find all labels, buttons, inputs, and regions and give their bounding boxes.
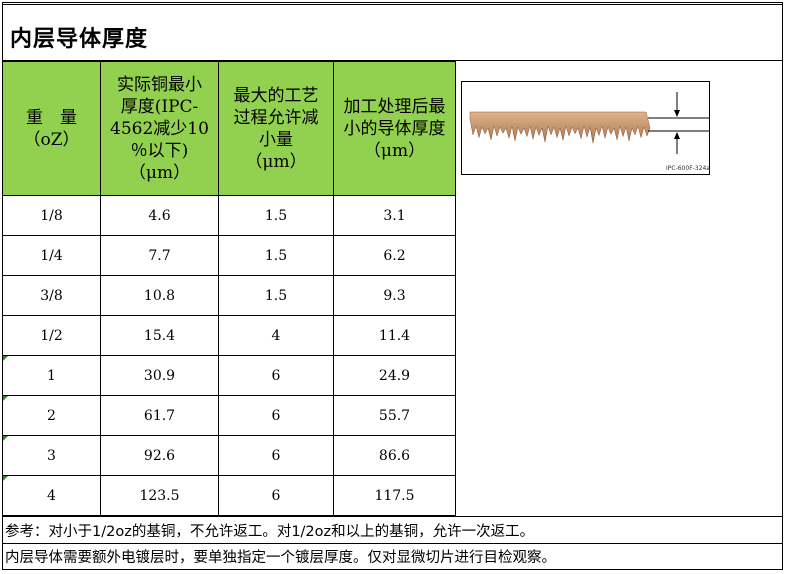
figure-label: IPC-600F-324a — [666, 165, 710, 172]
table-cell: 6 — [218, 355, 334, 396]
table-cell: 3.1 — [333, 195, 456, 236]
copper-cross-section-icon — [469, 92, 709, 154]
table-cell: 1/2 — [2, 315, 101, 356]
table-row: 1/8 4.6 1.5 3.1 — [2, 195, 456, 236]
table-cell: 7.7 — [100, 235, 219, 276]
cross-section-figure: IPC-600F-324a — [461, 81, 710, 175]
table-cell: 9.3 — [333, 275, 456, 316]
table-cell: 61.7 — [100, 395, 219, 436]
table-cell: 55.7 — [333, 395, 456, 436]
thickness-table: 重 量 （oZ） 实际铜最小 厚度(IPC- 4562减少10 ％以下) （μm… — [2, 61, 456, 516]
table-cell: 1/4 — [2, 235, 101, 276]
table-cell: 3/8 — [2, 275, 101, 316]
header-line: 过程允许减 — [233, 107, 319, 128]
table-cell: 1.5 — [218, 235, 334, 276]
cell-indicator-icon — [3, 396, 8, 401]
header-weight: 重 量 （oZ） — [2, 61, 101, 196]
header-line: 最大的工艺 — [233, 85, 319, 106]
table-row: 1/4 7.7 1.5 6.2 — [2, 235, 456, 276]
header-line: 重 量 — [26, 107, 77, 128]
table-cell: 6 — [218, 435, 334, 476]
table-cell: 1 — [2, 355, 101, 396]
title-row: 内层导体厚度 — [2, 4, 783, 61]
table-cell: 2 — [2, 395, 101, 436]
table-row: 2 61.7 6 55.7 — [2, 395, 456, 436]
table-cell: 6 — [218, 475, 334, 516]
table-cell: 30.9 — [100, 355, 219, 396]
note-plating: 内层导体需要额外电镀层时，要单独指定一个镀层厚度。仅对显微切片进行目检观察。 — [5, 550, 556, 566]
table-cell: 3 — [2, 435, 101, 476]
table-row: 3/8 10.8 1.5 9.3 — [2, 275, 456, 316]
table-row: 1/2 15.4 4 11.4 — [2, 315, 456, 356]
header-line: （μm） — [245, 151, 307, 172]
cell-indicator-icon — [3, 476, 8, 481]
cell-indicator-icon — [3, 356, 8, 361]
header-min-after-processing: 加工处理后最 小的导体厚度 （μm） — [333, 61, 456, 196]
table-cell: 24.9 — [333, 355, 456, 396]
table-cell: 117.5 — [333, 475, 456, 516]
header-line: 厚度(IPC- — [120, 96, 199, 117]
header-line: 小的导体厚度 — [343, 118, 446, 139]
table-row: 4 123.5 6 117.5 — [2, 475, 456, 516]
table-cell: 92.6 — [100, 435, 219, 476]
cell-indicator-icon — [3, 436, 8, 441]
header-line: （μm） — [363, 140, 426, 161]
divider — [2, 516, 783, 517]
page-title: 内层导体厚度 — [10, 27, 149, 52]
table-header-row: 重 量 （oZ） 实际铜最小 厚度(IPC- 4562减少10 ％以下) （μm… — [2, 61, 456, 196]
table-cell: 11.4 — [333, 315, 456, 356]
table-cell: 1.5 — [218, 195, 334, 236]
table-cell: 6 — [218, 395, 334, 436]
table-cell: 1/8 — [2, 195, 101, 236]
table-cell: 86.6 — [333, 435, 456, 476]
header-line: 小量 — [259, 129, 293, 150]
header-max-process-reduction: 最大的工艺 过程允许减 小量 （μm） — [218, 61, 334, 196]
table-cell: 4.6 — [100, 195, 219, 236]
table-row: 1 30.9 6 24.9 — [2, 355, 456, 396]
table-cell: 4 — [218, 315, 334, 356]
header-line: 实际铜最小 — [117, 74, 202, 95]
table-row: 3 92.6 6 86.6 — [2, 435, 456, 476]
header-line: （μm） — [128, 162, 191, 183]
table-cell: 1.5 — [218, 275, 334, 316]
header-line: （oZ） — [23, 129, 80, 150]
table-cell: 123.5 — [100, 475, 219, 516]
table-cell: 6.2 — [333, 235, 456, 276]
note-rework: 参考：对小于1/2oz的基铜，不允许返工。对1/2oz和以上的基铜，允许一次返工… — [5, 524, 535, 540]
table-cell: 10.8 — [100, 275, 219, 316]
header-line: 加工处理后最 — [343, 96, 446, 117]
header-line: ％以下) — [130, 140, 189, 161]
table-cell: 15.4 — [100, 315, 219, 356]
table-cell: 4 — [2, 475, 101, 516]
divider — [2, 543, 783, 544]
header-line: 4562减少10 — [110, 118, 209, 139]
header-actual-min-thickness: 实际铜最小 厚度(IPC- 4562减少10 ％以下) （μm） — [100, 61, 219, 196]
